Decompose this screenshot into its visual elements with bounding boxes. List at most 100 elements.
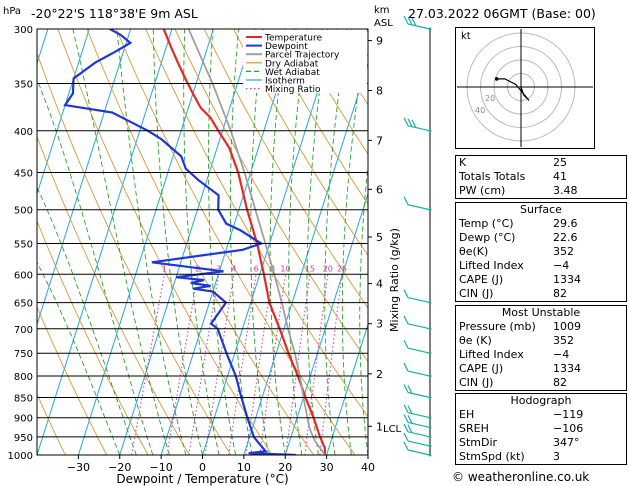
- parcel-trajectory: [187, 29, 326, 455]
- mixing-ratio-line: [204, 274, 235, 455]
- wind-barb: [403, 414, 432, 429]
- pressure-tick-label: 700: [14, 325, 33, 336]
- pressure-tick-label: 800: [14, 372, 33, 383]
- surface-title: Surface: [520, 203, 562, 216]
- mixing-ratio-line: [285, 274, 311, 455]
- dry-adiabat-line: [233, 29, 368, 257]
- dewpoint-profile: [63, 29, 297, 455]
- wind-barb-dot: [428, 208, 432, 212]
- wind-barb: [403, 339, 432, 355]
- wind-barb-staff: [407, 347, 431, 354]
- hodograph-row: StmDir 347°: [459, 436, 580, 449]
- wind-barb-flag: [403, 441, 409, 451]
- x-tick-label: −20: [108, 461, 131, 474]
- dry-adiabat-line: [291, 29, 368, 155]
- isotherm-line: [37, 29, 90, 196]
- x-axis-label: Dewpoint / Temperature (°C): [116, 472, 288, 486]
- skewt-chart: 1 2 3 4 6 8 10 15 20 2530035040045050055060065070…: [0, 5, 432, 486]
- mixing-ratio-line: [166, 274, 199, 455]
- index-row-pw: PW (cm) 3.48: [459, 184, 578, 197]
- wind-barb: [403, 15, 432, 31]
- isotherm-line: [37, 29, 173, 455]
- hodograph-stats-box: Hodograph EH −119 SREH −106 StmDir 347° Stm…: [455, 393, 627, 465]
- mixing-ratio-label: 1: [162, 264, 167, 273]
- legend-entry: Parcel Trajectory: [265, 51, 340, 61]
- wet-adiabat-line: [208, 29, 237, 455]
- pressure-tick-label: 750: [14, 349, 33, 360]
- temperature-profile: [162, 29, 327, 455]
- surface-row: Temp (°C) 29.6: [459, 217, 578, 230]
- surface-row: CIN (J) 82: [459, 287, 567, 300]
- dry-adiabat-line: [37, 305, 108, 455]
- wind-barb-staff: [407, 323, 431, 330]
- hodograph-row: EH −119: [459, 408, 584, 421]
- wind-barb-flag: [403, 15, 409, 25]
- wind-barb-dot: [428, 301, 432, 305]
- pressure-tick-label: 400: [14, 127, 33, 138]
- wind-barb: [403, 196, 432, 212]
- index-row-k: K 25: [459, 156, 567, 169]
- isotherm-line: [0, 29, 7, 455]
- dry-adiabat-line: [262, 29, 368, 205]
- hodograph-unit-label: kt: [461, 31, 471, 42]
- hpa-label: hPa: [3, 6, 21, 17]
- unstable-row: CIN (J) 82: [459, 376, 567, 389]
- wind-barb: [403, 362, 432, 378]
- pressure-tick-label: 450: [14, 168, 33, 179]
- x-tick-label: 10: [237, 461, 251, 474]
- mixing-ratio-label: 10: [280, 264, 290, 273]
- wind-barb-flag: [403, 315, 409, 325]
- datetime-title: 27.03.2022 06GMT (Base: 00): [408, 6, 596, 21]
- wind-barb-dot: [428, 351, 432, 355]
- x-tick-label: −30: [67, 461, 90, 474]
- wind-barb-dot: [428, 374, 432, 378]
- wind-barb-flag: [403, 196, 409, 206]
- km-tick-label: 2: [376, 368, 383, 381]
- wind-barb-dot: [428, 425, 432, 429]
- wind-barb-flag: [407, 385, 413, 394]
- km-tick-label: 3: [376, 318, 383, 331]
- isotherm-line: [202, 29, 338, 455]
- isotherm-line: [77, 29, 214, 455]
- indices-table: K 25 Totals Totals 41 PW (cm) 3.48: [455, 155, 627, 199]
- x-tick-label: 40: [361, 461, 375, 474]
- mixing-ratio-line: [259, 274, 286, 455]
- x-tick-label: −10: [150, 461, 173, 474]
- km-tick-label: 5: [376, 231, 383, 244]
- mixing-ratio-label: 25: [337, 264, 347, 273]
- wind-barb: [403, 117, 432, 133]
- asl-label: ASL: [374, 18, 393, 29]
- wind-barb-flag: [403, 362, 409, 372]
- surface-row: θe(K) 352: [459, 245, 574, 258]
- wind-barb: [403, 289, 432, 305]
- km-tick-label: 6: [376, 183, 383, 196]
- wind-barb-dot: [428, 416, 432, 420]
- km-tick-label: 8: [376, 85, 383, 98]
- wind-barb-flag: [411, 119, 417, 129]
- wind-barb-staff: [407, 296, 431, 304]
- surface-row: Lifted Index −4: [459, 259, 570, 272]
- km-tick-label: 1: [376, 420, 383, 433]
- surface-row: Dewp (°C) 22.6: [459, 231, 578, 244]
- surface-row: CAPE (J) 1334: [459, 273, 581, 286]
- wind-barb-dot: [428, 395, 432, 399]
- wind-barb-flag: [407, 16, 413, 26]
- unstable-row: Lifted Index −4: [459, 348, 570, 361]
- wind-barb-flag: [403, 117, 409, 127]
- mixing-ratio-label: 20: [323, 264, 333, 273]
- unstable-row: θe (K) 352: [459, 334, 574, 347]
- isotherm-line: [326, 322, 368, 455]
- mixing-ratio-line: [245, 274, 273, 455]
- wind-barb: [403, 423, 432, 439]
- legend-entry: Dry Adiabat: [265, 59, 319, 69]
- dry-adiabat-line: [37, 51, 232, 455]
- mixing-ratio-line: [319, 274, 343, 455]
- pressure-tick-label: 600: [14, 270, 33, 281]
- wind-barb-flag: [403, 289, 409, 298]
- isotherm-line: [119, 29, 256, 455]
- unstable-row: CAPE (J) 1334: [459, 362, 581, 375]
- km-label: km: [374, 5, 390, 16]
- wind-barb-flag: [403, 404, 409, 413]
- mixing-ratio-line: [228, 274, 257, 455]
